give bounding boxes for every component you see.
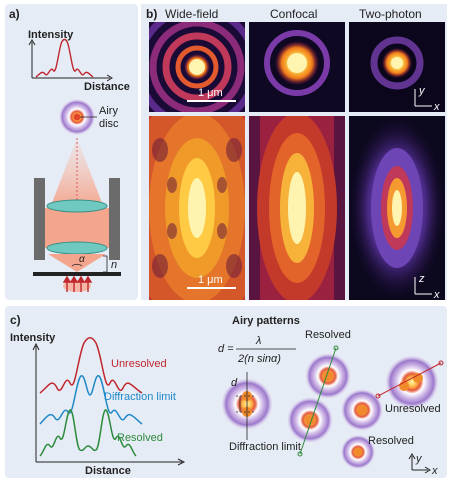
axis-y-c: y (415, 453, 423, 465)
diffraction-limit-curve-label: Diffraction limit (104, 391, 176, 403)
diffraction-limit-label: Diffraction limit (229, 441, 301, 453)
n-label: n (111, 259, 117, 271)
widefield-lateral-image (149, 22, 245, 112)
alpha-label: α (79, 254, 85, 265)
axes-indicator-c (408, 453, 431, 474)
resolved-curve-label: Resolved (117, 432, 163, 444)
alpha-arc (71, 263, 83, 267)
unresolved-pattern-label: Unresolved (385, 403, 441, 415)
column-title-two-photon: Two-photon (359, 7, 422, 21)
confocal-axial-image (249, 116, 345, 300)
formula-lhs: d = (218, 343, 234, 355)
distance-label-a: Distance (84, 81, 130, 93)
resolved-pattern-diagonal (286, 345, 352, 457)
panel-c: c) Intensity Distance Unresolved Diffrac… (5, 306, 447, 478)
panel-b-label: b) (146, 7, 157, 21)
d-distance-label: d (231, 377, 238, 389)
intensity-axes-a (28, 39, 113, 82)
column-title-confocal: Confocal (270, 7, 317, 21)
column-title-wide-field: Wide-field (165, 7, 218, 21)
axis-x-bottom: x (433, 289, 440, 301)
axes-indicator-top (414, 89, 432, 107)
intensity-axes-c (32, 342, 186, 466)
airy-patterns-title: Airy patterns (232, 315, 300, 327)
unresolved-pattern (375, 354, 444, 410)
airy-label-2: disc (99, 118, 119, 130)
panel-b: b) Wide-field Confocal Two-photon 1 μm (141, 4, 447, 301)
airy-intensity-curve (35, 38, 94, 78)
panel-a-label: a) (9, 7, 20, 21)
widefield-axial-image (149, 116, 245, 300)
axis-z-bottom: z (418, 273, 425, 285)
distance-label-c: Distance (85, 465, 131, 477)
resolved-label-1: Resolved (305, 329, 351, 341)
intensity-label-c: Intensity (10, 332, 56, 344)
airy-label-1: Airy (99, 105, 118, 117)
axis-x-c: x (431, 465, 438, 477)
two-photon-axial-image (349, 116, 445, 300)
panel-c-label: c) (10, 313, 21, 327)
sample-slide (33, 272, 121, 276)
airy-disc-center (73, 113, 81, 121)
objective-lens (34, 178, 120, 272)
resolved-label-2: Resolved (368, 435, 414, 447)
light-cone-upper (50, 138, 104, 208)
unresolved-curve (39, 337, 143, 394)
formula-denominator: 2(n sinα) (237, 353, 281, 365)
confocal-lateral-image (249, 22, 345, 112)
scale-bar-top-label: 1 μm (198, 87, 223, 99)
panel-a: a) Intensity Distance Airy disc α (5, 4, 138, 300)
axis-y-top: y (418, 85, 426, 97)
formula-numerator: λ (255, 335, 261, 347)
resolved-pattern-pair (340, 388, 384, 470)
resolved-curve (39, 409, 137, 457)
axes-indicator-bottom (414, 277, 432, 295)
diffraction-limit-curve (39, 375, 143, 425)
unresolved-curve-label: Unresolved (111, 358, 167, 370)
scale-bar-bottom-label: 1 μm (198, 274, 223, 286)
emission-arrows (62, 275, 93, 292)
two-photon-lateral-image (349, 22, 445, 112)
intensity-label-a: Intensity (28, 29, 74, 41)
diffraction-limit-pattern (220, 372, 274, 440)
axis-x-top: x (433, 101, 440, 113)
